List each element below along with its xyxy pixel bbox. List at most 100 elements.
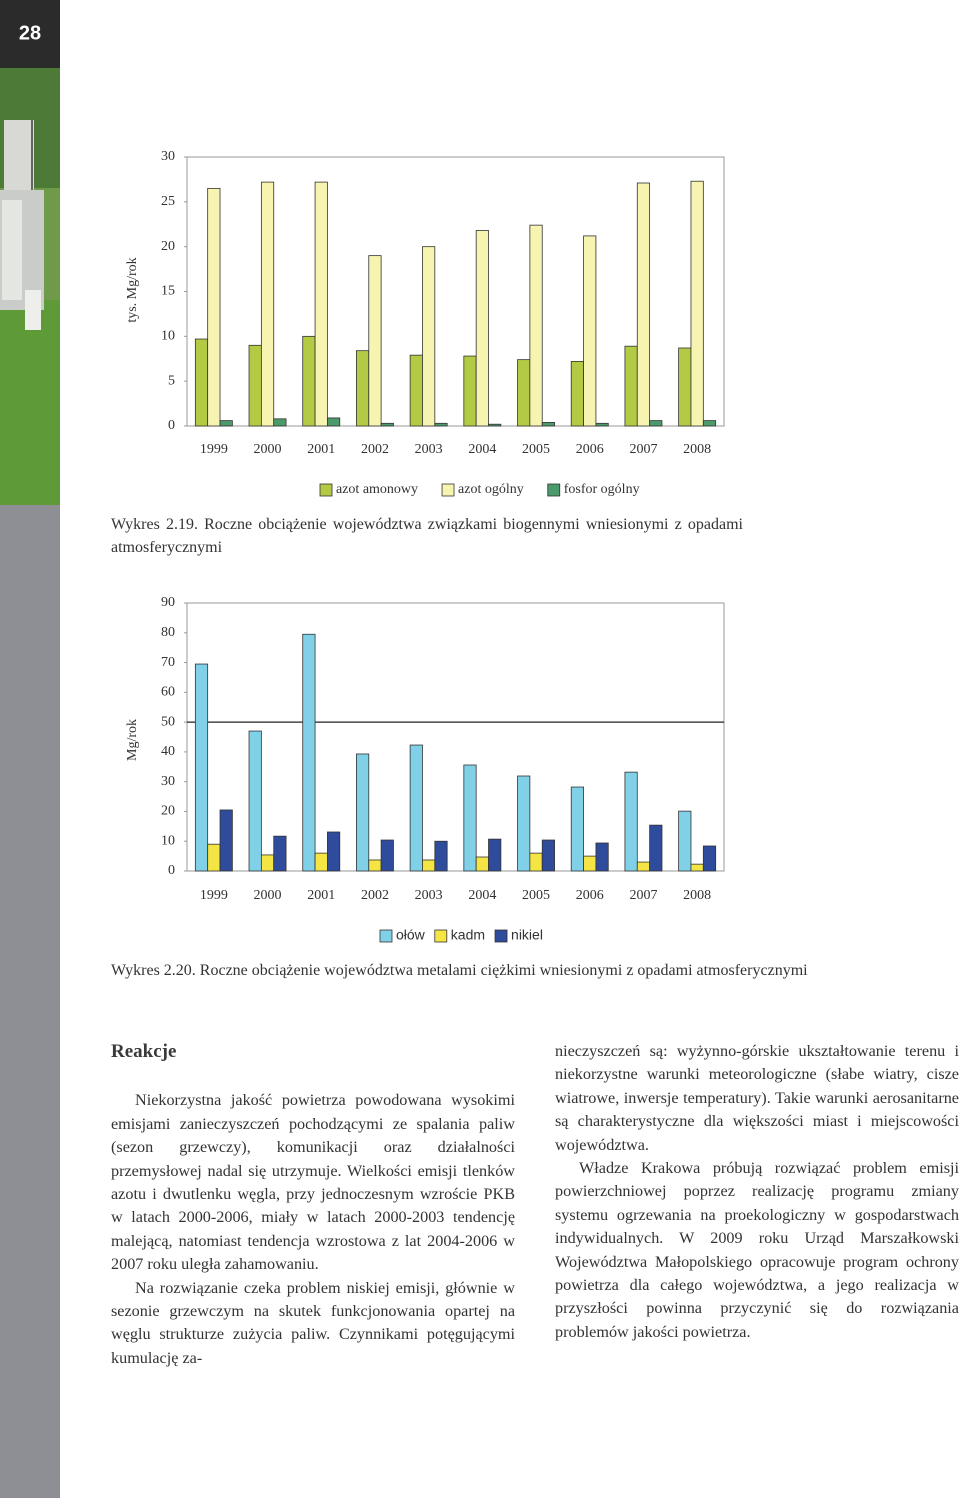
bar [488,838,502,872]
bar [434,840,448,872]
bar [273,835,287,872]
bar [649,824,663,872]
x-tick-label: 2003 [415,888,443,903]
bar [583,855,597,872]
x-tick-label: 2001 [307,888,335,903]
y-axis-label: Mg/rok [125,719,140,761]
bar [368,255,382,427]
x-tick-label: 2000 [254,888,282,903]
legend-label: azot ogólny [458,482,524,497]
x-tick-label: 2004 [468,888,496,903]
legend-label: fosfor ogólny [564,482,640,497]
x-tick-label: 2008 [683,888,711,903]
bar [624,771,638,872]
caption: Wykres 2.20. Roczne obciążenie województ… [111,962,808,979]
page-number: 28 [19,22,41,44]
left-column: Reakcje Niekorzystna jakość powietrza po… [111,1040,515,1370]
y-tick-label: 50 [161,714,175,729]
bar [529,852,543,872]
legend-swatch [494,929,508,943]
legend-swatch [379,929,393,943]
legend-swatch [441,483,455,497]
caption: Wykres 2.19. Roczne obciążenie województ… [111,516,743,556]
bar [314,852,328,872]
legend-label: nikiel [511,927,543,943]
section-heading: Reakcje [111,1041,177,1062]
x-tick-label: 1999 [200,442,228,457]
bar [248,344,262,427]
bar [194,663,209,872]
y-tick-label: 30 [161,149,175,164]
bar [624,345,638,427]
y-tick-label: 90 [161,595,175,610]
bar [207,187,221,427]
bar [702,845,717,872]
bar [649,420,663,427]
bar [690,180,704,427]
bar [678,810,692,872]
bar [302,335,316,427]
legend-label: azot amonowy [336,482,418,497]
bar [475,230,489,427]
bar [529,224,543,427]
bar [207,843,221,872]
bar [260,181,275,427]
y-tick-label: 10 [161,833,175,848]
x-tick-label: 2003 [415,442,443,457]
bar [570,786,584,872]
x-tick-label: 2005 [522,888,550,903]
y-tick-label: 40 [161,744,175,759]
paragraph: nieczyszczeń są: wyżynno-górskie ukształ… [555,1042,959,1154]
plot-frame [186,602,725,872]
bar [541,422,555,427]
y-tick-label: 20 [161,239,175,254]
bar [570,361,584,427]
bar [595,842,609,872]
bar [248,730,262,872]
bar [219,809,233,872]
right-column: nieczyszczeń są: wyżynno-górskie ukształ… [555,1040,959,1344]
y-tick-label: 15 [161,284,175,299]
y-tick-label: 5 [168,373,175,388]
x-tick-label: 1999 [200,888,228,903]
bar [463,355,477,427]
bar [636,182,651,427]
y-tick-label: 30 [161,774,175,789]
bar [368,859,382,872]
photo [0,68,60,505]
bar [422,859,436,872]
x-tick-label: 2001 [307,442,335,457]
page-number-box [0,0,60,68]
x-tick-label: 2002 [361,888,389,903]
bar [517,775,531,872]
bar [702,420,717,427]
x-tick-label: 2000 [254,442,282,457]
paragraph: Niekorzystna jakość powietrza powodowana… [111,1091,515,1274]
y-tick-label: 25 [161,194,175,209]
bar [409,354,423,427]
bar [327,417,341,427]
legend-label: kadm [451,927,485,943]
bar [463,764,477,872]
y-tick-label: 70 [161,655,175,670]
bar [194,338,209,427]
legend-swatch [319,483,333,497]
y-tick-label: 20 [161,804,175,819]
bar [541,839,555,872]
x-tick-label: 2006 [576,442,604,457]
bar [422,246,436,427]
bar [595,422,609,427]
bar [636,861,651,872]
legend-label: ołów [396,927,426,943]
bar [356,753,370,872]
bar [260,854,275,872]
y-axis-label: tys. Mg/rok [125,257,140,322]
y-tick-label: 0 [168,863,175,878]
bar [434,422,448,427]
bar [302,633,316,872]
legend-swatch [547,483,561,497]
x-tick-label: 2008 [683,442,711,457]
y-tick-label: 0 [168,418,175,433]
